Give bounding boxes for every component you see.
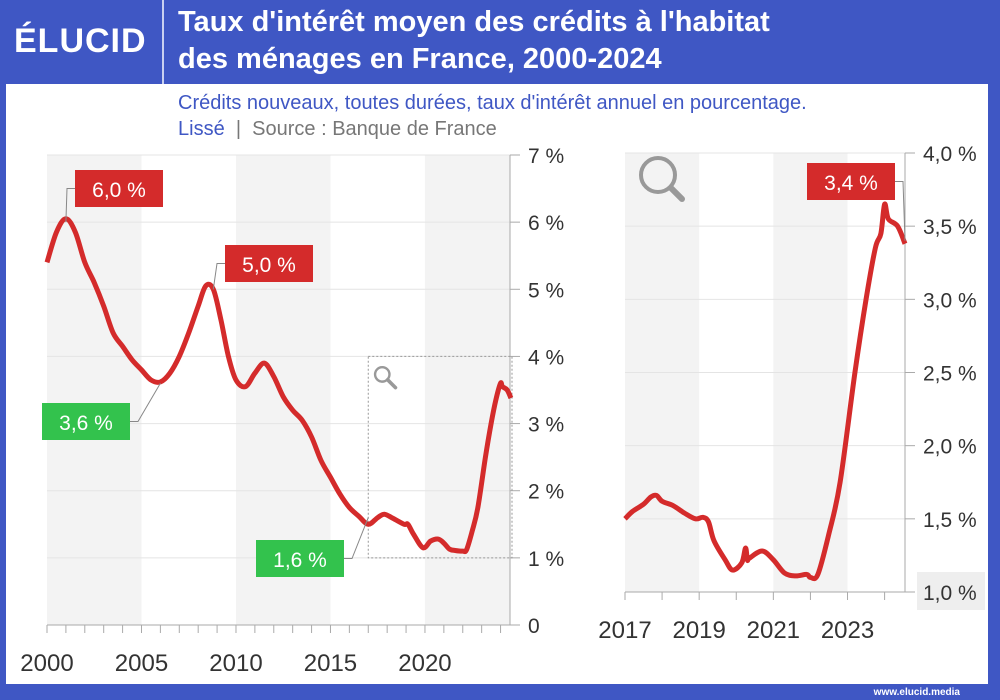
- x-tick-label: 2019: [672, 617, 725, 644]
- rate-line: [44, 216, 514, 555]
- chart-panel-0: 0 1 % 2 % 3 % 4 % 5 % 6 % 7 % 2000 2005 2010 2015 20…: [20, 145, 564, 677]
- x-tick-label: 2000: [20, 650, 73, 677]
- smoothed-note: Lissé: [178, 118, 225, 140]
- y-tick-label: 1,5 %: [923, 509, 977, 532]
- y-tick-label: 5 %: [528, 279, 564, 302]
- separator: |: [235, 118, 242, 140]
- annotation-leader: [130, 383, 161, 422]
- magnifier-lens: [373, 366, 391, 383]
- x-tick-label: 2021: [747, 617, 800, 644]
- x-tick-label: 2015: [304, 650, 357, 677]
- y-tick-label: 4,0 %: [923, 143, 977, 166]
- x-tick-label: 2017: [598, 617, 651, 644]
- header-divider: [162, 0, 164, 84]
- y-tick-label: 0: [528, 615, 540, 638]
- annotation-label: 5,0 %: [242, 254, 296, 277]
- annotation-box: [42, 403, 130, 440]
- x-tick-label: 2010: [209, 650, 262, 677]
- y-tick-label: 7 %: [528, 145, 564, 168]
- elucid-logo: ÉLUCID: [14, 22, 147, 60]
- annotation-leader: [212, 263, 225, 290]
- annotation-box: [75, 170, 163, 207]
- chart-panel-1: 1,0 % 1,5 % 2,0 % 2,5 % 3,0 % 3,5 % 4,0 % 2017 2…: [598, 143, 985, 644]
- y-tick-label: 2,5 %: [923, 363, 977, 386]
- magnifier-icon: [639, 156, 685, 202]
- y-label-bg: [917, 572, 985, 610]
- annotation-box: [225, 245, 313, 282]
- y-tick-label: 6 %: [528, 212, 564, 235]
- annotation-leader: [895, 181, 906, 241]
- magnifier-icon: [373, 366, 398, 390]
- annotation-label: 3,6 %: [59, 412, 113, 435]
- title-line-1: Taux d'intérêt moyen des crédits à l'hab…: [178, 6, 770, 38]
- annotation-leader: [344, 517, 369, 559]
- title-line-2: des ménages en France, 2000-2024: [178, 43, 662, 75]
- y-tick-label: 1 %: [528, 548, 564, 571]
- zoom-box: [367, 355, 513, 559]
- x-tick-label: 2005: [115, 650, 168, 677]
- rate-line: [623, 201, 908, 582]
- y-tick-label: 3,5 %: [923, 216, 977, 239]
- y-tick-label: 3,0 %: [923, 289, 977, 312]
- annotation-box: [256, 540, 344, 577]
- annotation-box: [807, 163, 895, 200]
- chart-title: Taux d'intérêt moyen des crédits à l'hab…: [178, 4, 770, 78]
- background-band: [47, 155, 142, 625]
- x-tick-label: 2020: [398, 650, 451, 677]
- subtitle: Crédits nouveaux, toutes durées, taux d'…: [178, 90, 807, 142]
- magnifier-handle: [668, 185, 685, 202]
- y-tick-label: 4 %: [528, 346, 564, 369]
- y-tick-label: 2,0 %: [923, 436, 977, 459]
- annotation-label: 6,0 %: [92, 179, 146, 202]
- magnifier-handle: [385, 378, 398, 390]
- magnifier-lens: [639, 156, 677, 194]
- y-tick-label: 1,0 %: [923, 582, 977, 605]
- x-tick-label: 2023: [821, 617, 874, 644]
- y-tick-label: 2 %: [528, 481, 564, 504]
- y-tick-label: 3 %: [528, 414, 564, 437]
- source: Source : Banque de France: [252, 118, 497, 140]
- annotation-leader: [65, 188, 75, 223]
- subtitle-line-1: Crédits nouveaux, toutes durées, taux d'…: [178, 92, 807, 114]
- annotation-label: 1,6 %: [273, 549, 327, 572]
- footer-url[interactable]: www.elucid.media: [873, 687, 960, 698]
- annotation-label: 3,4 %: [824, 172, 878, 195]
